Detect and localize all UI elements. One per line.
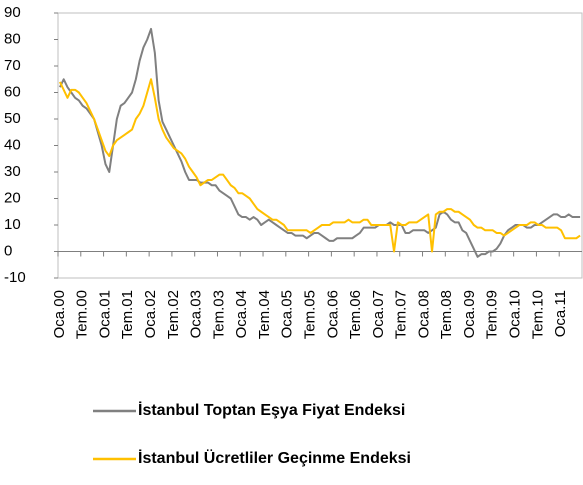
x-tick-label: Tem.07 — [393, 290, 410, 339]
x-tick-label: Oca.10 — [507, 290, 524, 338]
x-tick-label: Oca.11 — [552, 290, 569, 337]
y-tick-label: 60 — [4, 83, 21, 100]
x-tick-label: Tem.00 — [74, 290, 91, 339]
x-tick-label: Oca.06 — [324, 290, 341, 338]
legend-label: İstanbul Toptan Eşya Fiyat Endeksi — [138, 401, 405, 419]
y-tick-label: 50 — [4, 110, 21, 127]
x-tick-label: Tem.01 — [119, 290, 136, 339]
x-tick-label: Oca.03 — [188, 290, 205, 338]
x-tick-label: Tem.03 — [210, 290, 227, 339]
series-line — [58, 27, 581, 258]
y-tick-label: -10 — [4, 269, 26, 286]
x-tick-label: Tem.08 — [438, 290, 455, 339]
y-tick-label: 10 — [4, 216, 21, 233]
y-tick-label: 80 — [4, 30, 21, 47]
y-tick-label: 0 — [4, 242, 12, 259]
x-tick-label: Oca.04 — [233, 290, 250, 338]
series-line — [58, 78, 581, 253]
x-tick-label: Oca.02 — [142, 290, 159, 338]
x-tick-label: Tem.05 — [301, 290, 318, 339]
y-tick-label: 70 — [4, 57, 21, 74]
x-tick-label: Tem.09 — [484, 290, 501, 339]
x-tick-label: Oca.05 — [279, 290, 296, 338]
x-tick-label: Oca.07 — [370, 290, 387, 338]
x-tick-label: Tem.06 — [347, 290, 364, 339]
x-tick-label: Tem.02 — [165, 290, 182, 339]
x-tick-label: Oca.00 — [51, 290, 68, 338]
x-tick-label: Oca.01 — [96, 290, 113, 338]
y-tick-label: 90 — [4, 4, 21, 21]
legend-label: İstanbul Ücretliler Geçinme Endeksi — [138, 448, 411, 467]
x-tick-label: Oca.08 — [415, 290, 432, 338]
y-tick-label: 40 — [4, 136, 21, 153]
x-tick-label: Tem.04 — [256, 290, 273, 339]
y-tick-label: 20 — [4, 189, 21, 206]
y-tick-label: 30 — [4, 163, 21, 180]
x-tick-label: Tem.10 — [529, 290, 546, 339]
x-tick-label: Oca.09 — [461, 290, 478, 338]
